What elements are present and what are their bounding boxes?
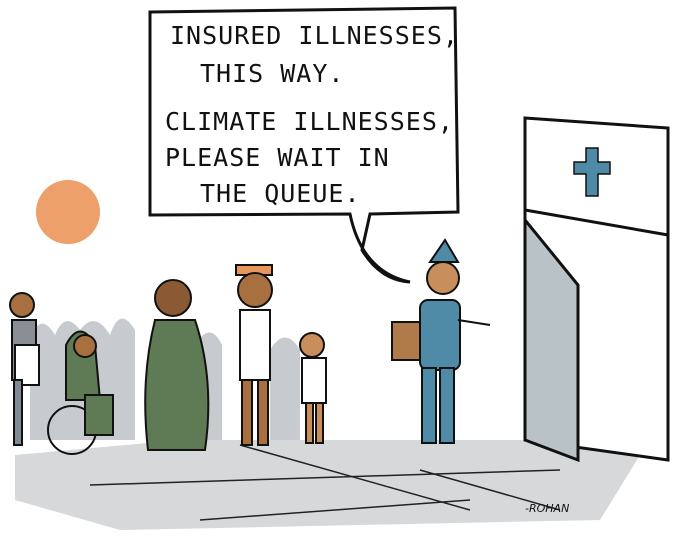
old-man [236,265,272,445]
bubble-line: PLEASE WAIT IN [165,143,390,172]
doctor [392,240,490,443]
sun [36,180,100,244]
woman [145,280,208,450]
bubble-line: CLIMATE ILLNESSES, [165,107,454,136]
hospital [525,118,668,460]
bubble-line: THE QUEUE. [200,179,361,208]
signature: -ROHAN [525,502,569,515]
bubble-line: INSURED ILLNESSES, [170,21,459,50]
child [300,333,326,443]
bubble-line: THIS WAY. [200,59,344,88]
cartoon: INSURED ILLNESSES, THIS WAY. CLIMATE ILL… [0,0,678,546]
